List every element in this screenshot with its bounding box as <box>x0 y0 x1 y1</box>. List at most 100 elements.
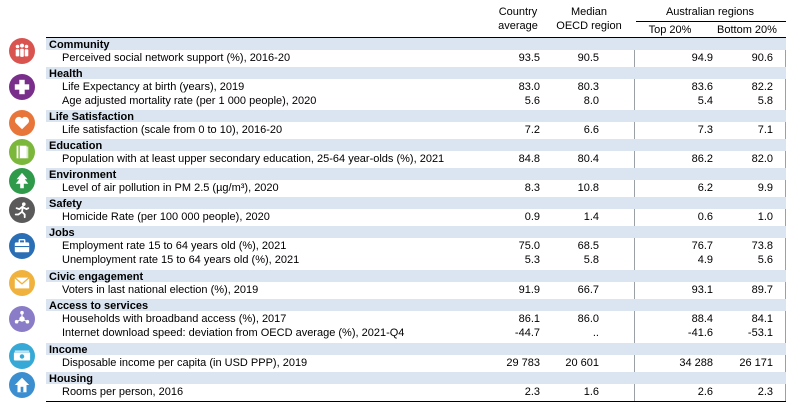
section-title: Safety <box>49 198 83 210</box>
house-icon <box>9 372 35 398</box>
bottom20-value: 5.6 <box>757 254 773 266</box>
section-title: Environment <box>49 169 117 181</box>
country-average-value: 93.5 <box>518 52 540 64</box>
header-country-average: Country average <box>486 5 550 33</box>
bottom20-value: 82.2 <box>751 81 773 93</box>
indicator-label: Unemployment rate 15 to 64 years old (%)… <box>62 254 300 266</box>
header-regions-group: Australian regions <box>665 6 755 18</box>
heart-icon <box>9 110 35 136</box>
country-average-value: 5.6 <box>524 95 540 107</box>
top20-value: 0.6 <box>697 211 713 223</box>
top20-value: 34 288 <box>679 357 713 369</box>
header-bottom20: Bottom 20% <box>717 24 777 36</box>
top20-value: -41.6 <box>687 327 713 339</box>
median-oecd-value: 66.7 <box>577 284 599 296</box>
indicator-label: Internet download speed: deviation from … <box>62 327 405 339</box>
country-average-value: 83.0 <box>518 81 540 93</box>
header-median-oecd: Median OECD region <box>550 5 628 33</box>
bottom20-value: 7.1 <box>757 124 773 136</box>
section-title: Access to services <box>49 300 149 312</box>
section-band <box>46 139 786 151</box>
median-oecd-value: .. <box>592 327 599 339</box>
top20-value: 2.6 <box>697 386 713 398</box>
country-average-value: 0.9 <box>524 211 540 223</box>
section-title: Jobs <box>49 227 75 239</box>
running-person-icon <box>9 197 35 223</box>
indicator-label: Age adjusted mortality rate (per 1 000 p… <box>62 95 317 107</box>
bottom20-value: 9.9 <box>757 182 773 194</box>
header-top20: Top 20% <box>648 24 692 36</box>
section-band <box>46 270 786 282</box>
table-bottom-rule <box>46 401 786 402</box>
bottom20-value: 26 171 <box>739 357 773 369</box>
country-average-value: -44.7 <box>514 327 540 339</box>
header-country-line2: average <box>498 20 538 32</box>
median-oecd-value: 1.6 <box>583 386 599 398</box>
indicator-label: Homicide Rate (per 100 000 people), 2020 <box>62 211 270 223</box>
bottom20-value: 1.0 <box>757 211 773 223</box>
country-average-value: 75.0 <box>518 240 540 252</box>
section-band <box>46 343 786 355</box>
country-average-value: 91.9 <box>518 284 540 296</box>
country-average-value: 29 783 <box>506 357 540 369</box>
top20-value: 86.2 <box>691 153 713 165</box>
country-average-value: 5.3 <box>524 254 540 266</box>
median-oecd-value: 80.4 <box>577 153 599 165</box>
section-title: Education <box>49 140 103 152</box>
bottom20-value: 73.8 <box>751 240 773 252</box>
bottom20-value: -53.1 <box>747 327 773 339</box>
banknote-icon <box>9 343 35 369</box>
bottom20-value: 5.8 <box>757 95 773 107</box>
top20-value: 88.4 <box>691 313 713 325</box>
median-oecd-value: 5.8 <box>583 254 599 266</box>
section-band <box>46 226 786 238</box>
indicator-label: Voters in last national election (%), 20… <box>62 284 259 296</box>
top20-value: 7.3 <box>697 124 713 136</box>
column-separator-right <box>785 38 786 401</box>
people-icon <box>9 38 35 64</box>
section-band <box>46 110 786 122</box>
indicator-label: Disposable income per capita (in USD PPP… <box>62 357 308 369</box>
indicator-label: Perceived social network support (%), 20… <box>62 52 291 64</box>
median-oecd-value: 6.6 <box>583 124 599 136</box>
median-oecd-value: 90.5 <box>577 52 599 64</box>
indicator-label: Life satisfaction (scale from 0 to 10), … <box>62 124 283 136</box>
section-band <box>46 197 786 209</box>
header-regions-underline <box>636 21 786 22</box>
bottom20-value: 89.7 <box>751 284 773 296</box>
top20-value: 4.9 <box>697 254 713 266</box>
median-oecd-value: 1.4 <box>583 211 599 223</box>
country-average-value: 2.3 <box>524 386 540 398</box>
country-average-value: 8.3 <box>524 182 540 194</box>
tree-icon <box>9 168 35 194</box>
section-title: Income <box>49 344 88 356</box>
section-title: Housing <box>49 373 93 385</box>
header-bottom-rule <box>46 37 786 38</box>
indicator-label: Households with broadband access (%), 20… <box>62 313 287 325</box>
envelope-icon <box>9 270 35 296</box>
country-average-value: 7.2 <box>524 124 540 136</box>
indicator-label: Rooms per person, 2016 <box>62 386 184 398</box>
top20-value: 5.4 <box>697 95 713 107</box>
indicator-label: Employment rate 15 to 64 years old (%), … <box>62 240 287 252</box>
section-band <box>46 299 786 311</box>
median-oecd-value: 8.0 <box>583 95 599 107</box>
median-oecd-value: 86.0 <box>577 313 599 325</box>
bottom20-value: 90.6 <box>751 52 773 64</box>
top20-value: 94.9 <box>691 52 713 64</box>
header-median-line1: Median <box>570 6 608 18</box>
median-oecd-value: 10.8 <box>577 182 599 194</box>
section-title: Health <box>49 68 83 80</box>
top20-value: 83.6 <box>691 81 713 93</box>
bottom20-value: 82.0 <box>751 153 773 165</box>
indicator-label: Level of air pollution in PM 2.5 (µg/m³)… <box>62 182 279 194</box>
indicator-label: Population with at least upper secondary… <box>62 153 445 165</box>
section-band <box>46 372 786 384</box>
median-oecd-value: 68.5 <box>577 240 599 252</box>
header-country-line1: Country <box>498 6 538 18</box>
section-title: Community <box>49 39 110 51</box>
top20-value: 6.2 <box>697 182 713 194</box>
header-median-line2: OECD region <box>556 20 622 32</box>
country-average-value: 86.1 <box>518 313 540 325</box>
book-icon <box>9 139 35 165</box>
